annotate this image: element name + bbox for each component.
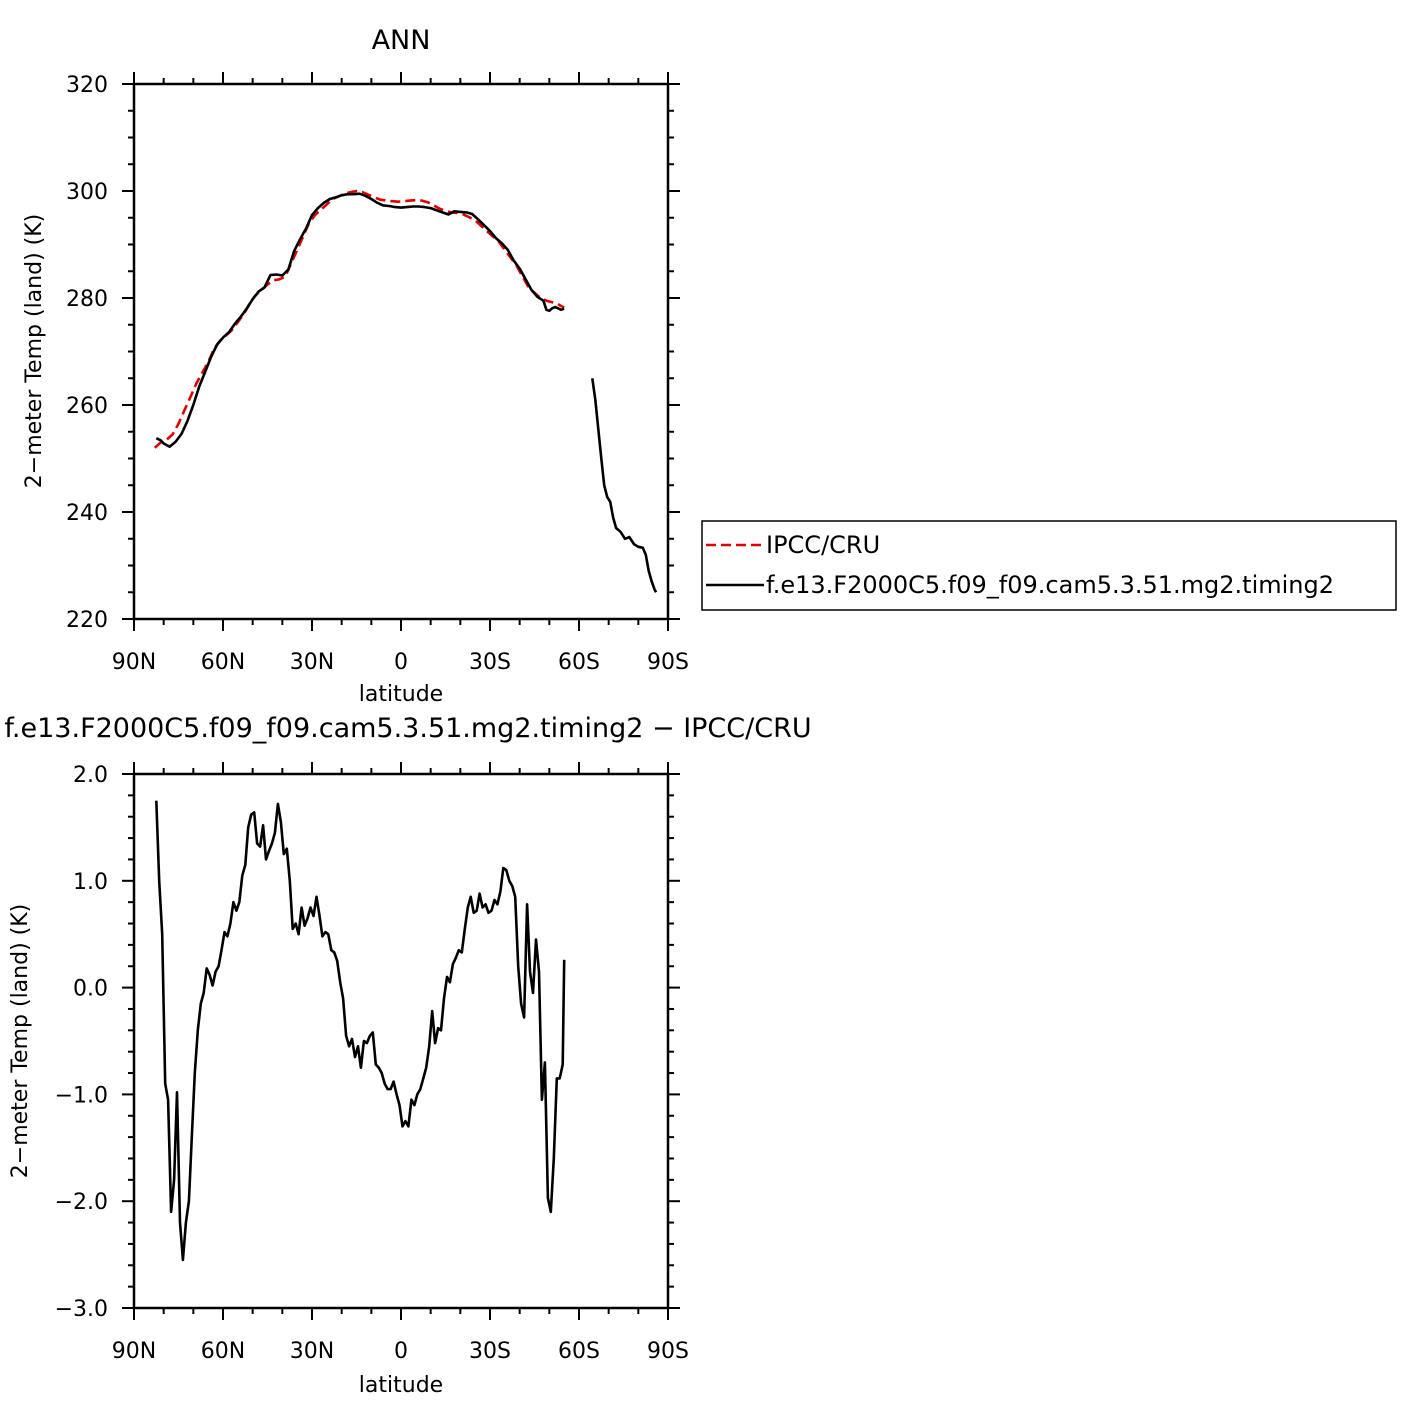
bottom-x-axis-title: latitude (359, 1373, 443, 1398)
bottom-x-tick-label: 30N (290, 1339, 334, 1364)
top-x-tick-label: 30N (290, 650, 334, 675)
bottom-panel-title: f.e13.F2000C5.f09_f09.cam5.3.51.mg2.timi… (4, 713, 811, 744)
legend-label-model: f.e13.F2000C5.f09_f09.cam5.3.51.mg2.timi… (766, 571, 1334, 599)
bottom-x-tick-label: 30S (469, 1339, 511, 1364)
bottom-y-tick-label: −2.0 (55, 1190, 108, 1215)
bottom-y-tick-label: 2.0 (73, 763, 108, 788)
top-panel-ticks (122, 72, 680, 631)
bottom-x-tick-label: 60N (201, 1339, 245, 1364)
bottom-panel-lines (155, 800, 566, 1262)
top-x-tick-label: 30S (469, 650, 511, 675)
top-plot-frame (132, 82, 670, 621)
top-panel: ANN 90N 60N 30N 0 30S 60S 90S 220 240 260 280 300 32… (22, 25, 689, 707)
top-x-axis-title: latitude (359, 682, 443, 707)
bottom-y-tick-label: −3.0 (55, 1297, 108, 1322)
top-y-tick-label: 300 (66, 180, 108, 205)
bottom-y-axis-title: 2−meter Temp (land) (K) (8, 904, 33, 1178)
legend-box (701, 520, 1397, 611)
top-panel-title: ANN (372, 25, 431, 56)
legend: IPCC/CRU f.e13.F2000C5.f09_f09.cam5.3.51… (701, 520, 1397, 611)
bottom-y-tick-label: −1.0 (55, 1083, 108, 1108)
bottom-x-tick-label: 60S (558, 1339, 600, 1364)
bottom-panel: f.e13.F2000C5.f09_f09.cam5.3.51.mg2.timi… (4, 713, 811, 1398)
top-panel-lines (153, 189, 658, 593)
bottom-plot-frame (132, 772, 670, 1310)
bottom-y-tick-label: 0.0 (73, 977, 108, 1002)
top-y-tick-label: 320 (66, 73, 108, 98)
top-series-ipcc-cru-line (153, 189, 565, 449)
top-x-tick-label: 60S (558, 650, 600, 675)
top-y-tick-label: 240 (66, 501, 108, 526)
top-x-tick-label: 0 (394, 650, 408, 675)
top-y-tick-label: 280 (66, 287, 108, 312)
legend-label-ipcc-cru: IPCC/CRU (766, 531, 880, 559)
bottom-x-tick-label: 90S (647, 1339, 689, 1364)
top-y-tick-label: 260 (66, 394, 108, 419)
bottom-panel-ticks (122, 762, 680, 1320)
bottom-x-tick-label: 90N (112, 1339, 156, 1364)
top-series-model-line (155, 192, 565, 448)
bottom-y-tick-label: 1.0 (73, 870, 108, 895)
bottom-x-tick-label: 0 (394, 1339, 408, 1364)
top-series-model-line (591, 378, 658, 593)
bottom-series-difference-line (155, 800, 566, 1262)
top-x-tick-label: 90N (112, 650, 156, 675)
top-y-tick-label: 220 (66, 608, 108, 633)
bottom-panel-tick-labels: 90N 60N 30N 0 30S 60S 90S −3.0 −2.0 −1.0 0.0 1.0 2.0 (55, 763, 689, 1364)
top-x-tick-label: 90S (647, 650, 689, 675)
top-x-tick-label: 60N (201, 650, 245, 675)
top-y-axis-title: 2−meter Temp (land) (K) (22, 214, 47, 488)
top-panel-tick-labels: 90N 60N 30N 0 30S 60S 90S 220 240 260 280 300 320 (66, 73, 689, 675)
